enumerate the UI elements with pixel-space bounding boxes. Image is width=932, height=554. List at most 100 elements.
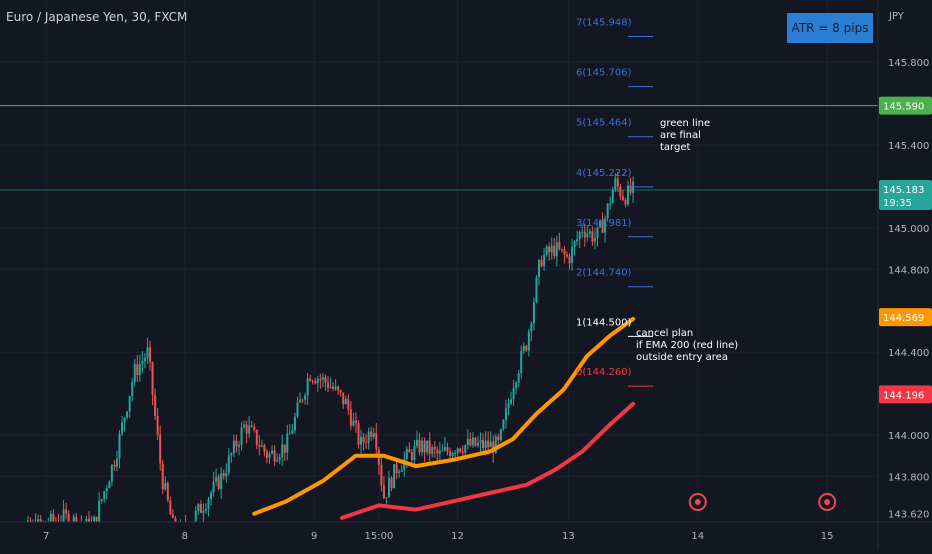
price-tick-label: 145.400 [888,141,929,152]
candle-body [372,433,375,437]
candle-body [339,390,342,393]
candle-body [596,227,599,238]
time-tick-label: 12 [451,531,464,542]
price-tick-label: 143.800 [888,472,929,483]
candle-body [553,245,556,257]
candle-body [629,185,632,193]
candle-body [560,248,563,250]
candle-body [530,323,533,332]
ema-200-line [340,401,636,520]
candle-body [260,445,263,447]
candle-body [454,452,457,454]
candle-body [349,409,352,426]
candle-body [271,450,274,454]
candle-body [352,420,355,426]
candle-body [215,476,218,482]
candle-body [62,509,65,524]
target-note: green line are final target [660,118,711,153]
candle-body [100,499,103,501]
candle-body [604,218,607,233]
candle-body [624,199,627,205]
candle-body [347,398,350,410]
candle-body [243,424,246,428]
candle-body [426,440,429,453]
candle-body [110,464,113,482]
candle-body [113,464,116,467]
candle-body [156,415,159,435]
candle-body [276,459,279,462]
time-tick-label: 9 [311,531,317,542]
candle-body [126,411,129,418]
candle-body [484,440,487,449]
candle-body [573,241,576,247]
candle-body [601,220,604,233]
candle-body [321,377,324,380]
candle-body [545,246,548,255]
candle-body [550,245,553,253]
atr-badge[interactable]: ATR = 8 pips [787,13,873,43]
candle-body [166,483,169,501]
candle-body [329,386,332,388]
candle-body [210,492,213,500]
candle-body [293,416,296,431]
candle-body [115,458,118,467]
time-tick-label: 13 [562,531,575,542]
candle-body [324,377,327,383]
price-tag-value: 145.590 [883,102,924,113]
candle-body [489,441,492,448]
candle-body [616,178,619,187]
price-tick-label: 145.000 [888,224,929,235]
candle-body [558,242,561,249]
candle-body [375,433,378,450]
candle-body [413,445,416,460]
candle-body [291,430,294,434]
candle-body [232,440,235,454]
candle-body [599,220,602,228]
level-label: 1(144.500) [576,317,632,328]
candle-body [609,202,612,204]
candle-body [357,423,360,445]
candle-body [332,386,335,389]
level-label: 2(144.740) [576,268,632,279]
candle-body [248,425,251,434]
level-label: 6(145.706) [576,68,632,79]
price-tag-value: 144.569 [883,313,924,324]
candle-body [492,441,495,453]
candle-body [52,513,55,522]
candle-body [510,399,513,404]
candle-body [118,433,121,459]
candle-body [171,514,174,518]
candle-body [121,422,124,434]
candle-body [497,436,500,441]
candle-body [217,476,220,489]
candle-body [204,508,207,511]
candle-body [410,452,413,460]
candle-body [105,488,108,492]
candle-body [207,499,210,509]
candle-body [288,433,291,435]
candle-body [342,392,345,405]
candle-body [423,440,426,453]
candle-body [390,478,393,489]
candle-body [283,444,286,453]
candle-body [449,451,452,457]
candle-body [286,433,289,453]
candle-body [520,350,523,374]
candle-body [334,386,337,389]
level-label: 5(145.464) [576,118,632,129]
candle-body [281,444,284,457]
candle-body [258,445,261,447]
candle-body [581,231,584,233]
candle-body [159,434,162,464]
candle-body [319,379,322,381]
price-tag-current [879,179,932,210]
candle-body [583,231,586,238]
candle-body [614,178,617,190]
cancel-note: cancel plan if EMA 200 (red line) outsid… [636,328,739,363]
candle-body [436,449,439,454]
price-tick-label: 145.800 [888,58,929,69]
candle-body [299,399,302,403]
candle-body [72,516,75,526]
